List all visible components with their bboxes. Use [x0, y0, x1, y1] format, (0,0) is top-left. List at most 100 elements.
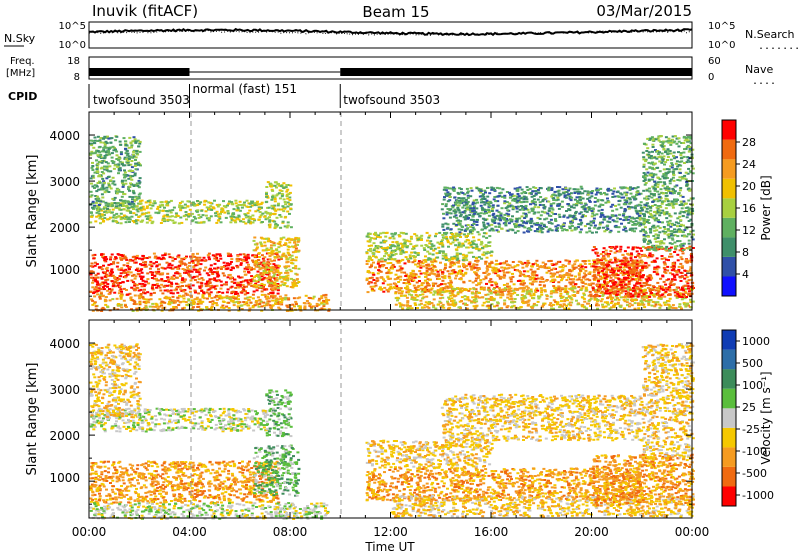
- range-gate-cell: [150, 274, 154, 276]
- range-gate-cell: [597, 274, 600, 276]
- range-gate-cell: [210, 306, 214, 309]
- range-gate-cell: [143, 288, 146, 291]
- range-gate-cell: [135, 182, 139, 185]
- range-gate-cell: [255, 289, 259, 292]
- range-gate-cell: [496, 274, 500, 277]
- range-gate-cell: [643, 306, 647, 309]
- range-gate-cell: [276, 289, 280, 292]
- range-gate-cell: [556, 260, 560, 263]
- range-gate-cell: [193, 298, 197, 301]
- range-gate-cell: [134, 162, 138, 165]
- range-gate-cell: [482, 251, 486, 254]
- range-gate-cell: [414, 255, 417, 258]
- range-gate-cell: [109, 146, 113, 149]
- range-gate-cell: [371, 272, 375, 274]
- range-gate-cell: [95, 168, 99, 171]
- range-gate-cell: [119, 288, 123, 291]
- range-gate-cell: [686, 302, 689, 305]
- range-gate-cell: [129, 163, 133, 166]
- range-gate-cell: [532, 292, 536, 295]
- range-gate-cell: [561, 305, 565, 308]
- range-gate-cell: [380, 276, 384, 279]
- range-gate-cell: [151, 271, 155, 274]
- range-gate-cell: [408, 279, 411, 281]
- range-gate-cell: [171, 292, 175, 295]
- range-gate-cell: [117, 278, 121, 281]
- range-gate-cell: [156, 284, 160, 287]
- range-gate-cell: [511, 275, 515, 278]
- range-gate-cell: [386, 246, 389, 249]
- range-gate-cell: [413, 259, 417, 262]
- range-gate-cell: [207, 274, 211, 277]
- range-gate-cell: [163, 297, 167, 299]
- range-gate-cell: [572, 278, 575, 281]
- range-gate-cell: [404, 282, 408, 285]
- range-gate-cell: [89, 152, 93, 155]
- range-gate-cell: [404, 287, 407, 289]
- range-gate-cell: [484, 275, 488, 278]
- range-gate-cell: [533, 274, 537, 277]
- range-gate-cell: [215, 203, 219, 206]
- range-gate-cell: [289, 286, 293, 288]
- range-gate-cell: [451, 257, 455, 260]
- range-gate-cell: [534, 291, 538, 293]
- range-gate-cell: [584, 286, 588, 289]
- range-gate-cell: [127, 155, 131, 158]
- range-gate-cell: [308, 303, 312, 306]
- range-gate-cell: [466, 296, 470, 299]
- range-gate-cell: [257, 206, 261, 209]
- range-gate-cell: [93, 261, 97, 264]
- range-gate-cell: [627, 281, 631, 284]
- range-gate-cell: [116, 261, 120, 264]
- range-gate-cell: [257, 279, 261, 281]
- range-gate-cell: [436, 285, 440, 288]
- range-gate-cell: [500, 266, 504, 269]
- range-gate-cell: [171, 295, 175, 298]
- range-gate-cell: [96, 276, 100, 279]
- range-gate-cell: [259, 243, 263, 246]
- range-gate-cell: [474, 296, 478, 298]
- range-gate-cell: [241, 290, 245, 293]
- range-gate-cell: [219, 212, 222, 215]
- range-gate-cell: [247, 219, 251, 222]
- range-gate-cell: [268, 216, 271, 219]
- range-gate-cell: [438, 300, 442, 303]
- range-gate-cell: [370, 259, 374, 261]
- range-gate-cell: [565, 210, 568, 212]
- range-gate-cell: [449, 236, 453, 238]
- range-gate-cell: [113, 277, 117, 280]
- range-gate-cell: [163, 214, 167, 217]
- range-gate-cell: [485, 267, 489, 270]
- range-gate-cell: [103, 284, 107, 287]
- range-gate-cell: [187, 299, 191, 302]
- range-gate-cell: [307, 302, 311, 305]
- range-gate-cell: [138, 207, 142, 210]
- range-gate-cell: [366, 240, 370, 243]
- range-gate-cell: [186, 205, 190, 208]
- range-gate-cell: [214, 254, 218, 257]
- range-gate-cell: [126, 262, 130, 265]
- range-gate-cell: [387, 268, 391, 271]
- range-gate-cell: [194, 291, 197, 294]
- range-gate-cell: [437, 274, 441, 277]
- range-gate-cell: [97, 266, 101, 269]
- range-gate-cell: [449, 283, 453, 286]
- range-gate-cell: [556, 271, 559, 274]
- range-gate-cell: [208, 217, 211, 220]
- range-gate-cell: [163, 252, 167, 255]
- range-gate-cell: [230, 285, 234, 288]
- range-gate-cell: [670, 306, 674, 309]
- range-gate-cell: [396, 287, 400, 289]
- range-gate-cell: [236, 266, 240, 269]
- range-gate-cell: [530, 306, 534, 309]
- range-gate-cell: [516, 294, 520, 296]
- range-gate-cell: [131, 175, 135, 178]
- range-gate-cell: [565, 273, 569, 276]
- range-gate-cell: [271, 299, 275, 302]
- range-gate-cell: [92, 206, 96, 209]
- range-gate-cell: [393, 233, 397, 236]
- range-gate-cell: [264, 262, 268, 265]
- range-gate-cell: [116, 221, 120, 224]
- range-gate-cell: [426, 239, 429, 242]
- range-gate-cell: [281, 220, 285, 223]
